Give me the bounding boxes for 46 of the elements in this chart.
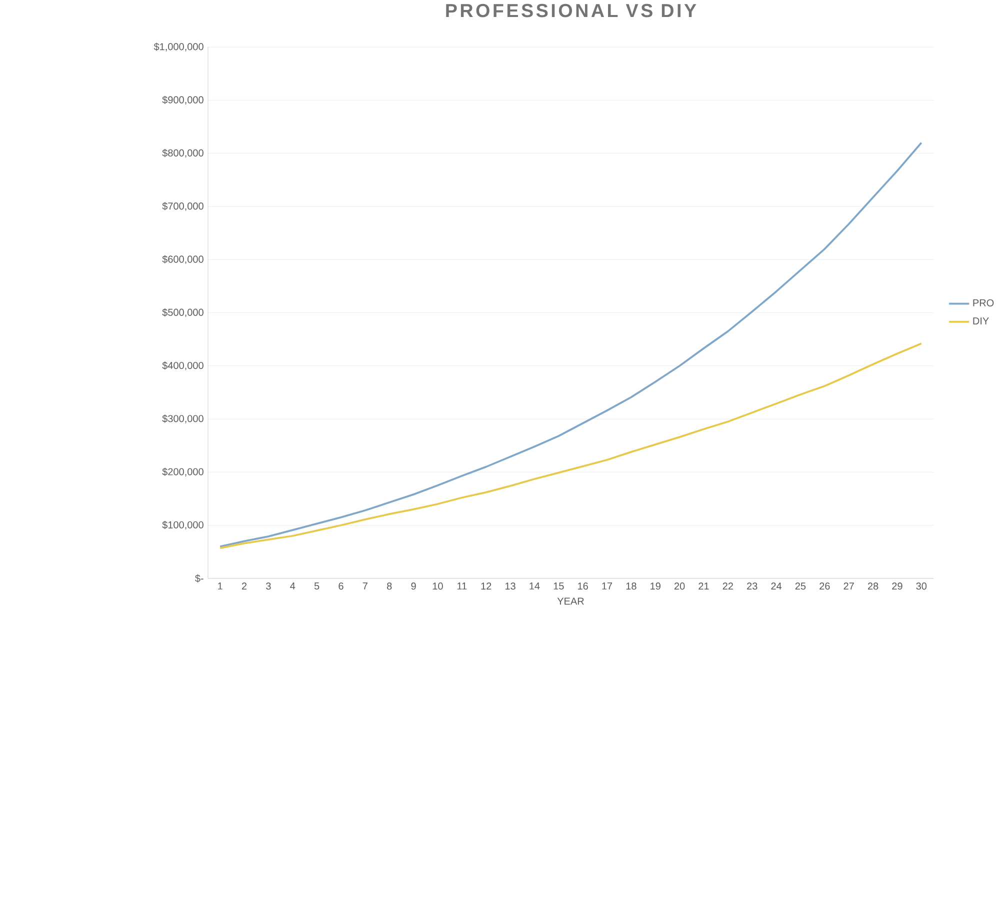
x-tick-label: 21 — [698, 582, 709, 590]
x-tick-label: 1 — [218, 582, 222, 590]
y-tick-label: $100,000 — [162, 520, 204, 530]
y-tick-label: $500,000 — [162, 308, 204, 317]
x-tick-label: 2 — [242, 582, 247, 590]
x-tick-label: 25 — [795, 582, 806, 590]
x-tick-label: 10 — [432, 582, 443, 590]
x-tick-label: 16 — [578, 582, 588, 590]
x-tick-label: 29 — [892, 582, 902, 590]
y-tick-label: $700,000 — [162, 202, 204, 211]
y-tick-label: $200,000 — [162, 468, 204, 476]
x-tick-label: 14 — [530, 582, 540, 590]
x-tick-label: 13 — [505, 582, 516, 590]
x-tick-label: 9 — [411, 582, 416, 590]
x-tick-label: 15 — [554, 582, 564, 590]
x-tick-label: 8 — [387, 582, 392, 590]
x-tick-label: 20 — [674, 582, 685, 590]
y-tick-label: $900,000 — [162, 96, 204, 104]
y-tick-label: $400,000 — [162, 361, 204, 370]
x-tick-label: 27 — [844, 582, 854, 590]
chart-title: PROFESSIONAL VS DIY — [446, 4, 696, 18]
x-tick-label: 24 — [771, 582, 782, 590]
x-tick-label: 3 — [266, 582, 271, 590]
x-tick-label: 6 — [338, 582, 344, 590]
x-tick-label: 19 — [650, 582, 660, 590]
x-tick-label: 28 — [868, 582, 878, 590]
y-tick-label: $600,000 — [162, 255, 204, 264]
x-axis-title: YEAR — [557, 598, 584, 604]
y-tick-label: $- — [195, 574, 204, 582]
y-tick-label: $800,000 — [162, 148, 204, 158]
x-tick-label: 5 — [314, 582, 320, 590]
x-tick-label: 17 — [602, 582, 612, 590]
x-tick-label: 4 — [290, 582, 296, 590]
legend-label: DIY — [973, 317, 989, 324]
line-series — [219, 142, 922, 548]
x-tick-label: 26 — [820, 582, 830, 590]
y-tick-label: $300,000 — [162, 414, 204, 424]
x-tick-label: 22 — [722, 582, 733, 590]
x-tick-label: 11 — [457, 582, 467, 590]
legend-label: PRO — [973, 299, 994, 306]
x-tick-label: 30 — [916, 582, 927, 590]
y-tick-label: $1,000,000 — [154, 42, 204, 52]
x-tick-label: 18 — [626, 582, 636, 590]
x-tick-label: 12 — [481, 582, 492, 590]
x-tick-label: 23 — [747, 582, 758, 590]
x-tick-label: 7 — [362, 582, 368, 590]
